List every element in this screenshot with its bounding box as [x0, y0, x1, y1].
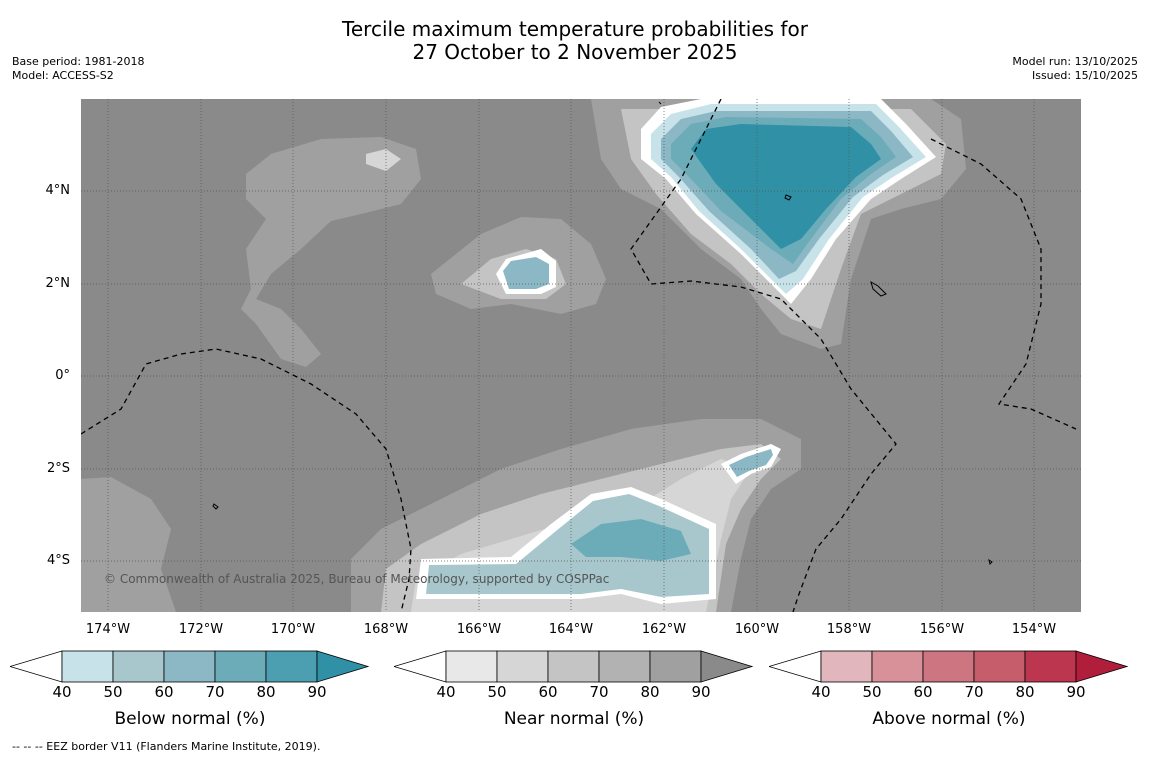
colorbar-below-normal — [8, 650, 370, 740]
lat-label-4n: 4°N — [45, 183, 71, 198]
lon-label-174w: 174°W — [85, 622, 131, 637]
colorbar-below-normal-lower-arrow — [8, 650, 63, 683]
cb2-tick-40: 40 — [436, 683, 456, 701]
colorbar-above-normal-lower-arrow — [767, 650, 822, 683]
contour-bn-2s — [729, 449, 773, 477]
colorbar-below-normal-swatch — [214, 650, 267, 683]
colorbar-below-normal-swatch — [61, 650, 114, 683]
islands — [212, 101, 993, 565]
lon-label-168w: 168°W — [363, 622, 409, 637]
cb2-tick-70: 70 — [589, 683, 609, 701]
cb2-tick-90: 90 — [691, 683, 711, 701]
cb2-tick-60: 60 — [538, 683, 558, 701]
colorbar-near-normal-upper-arrow — [700, 650, 754, 683]
cb1-tick-90: 90 — [307, 683, 327, 701]
cb3-tick-60: 60 — [913, 683, 933, 701]
colorbar-near-normal — [392, 650, 754, 740]
colorbar-near-normal-swatch — [598, 650, 651, 683]
contour-bn-south-70 — [571, 519, 691, 561]
colorbar-near-normal-swatches — [392, 650, 754, 683]
probability-map — [80, 98, 1081, 613]
cb1-tick-60: 60 — [154, 683, 174, 701]
colorbar-above-normal — [767, 650, 1129, 740]
colorbar-above-normal-swatch — [820, 650, 873, 683]
contour-north-blob — [241, 137, 421, 367]
contour-bn-2n — [503, 257, 549, 289]
model-run-text: Model run: 13/10/2025 — [1012, 55, 1138, 68]
colorbar-near-normal-swatch — [496, 650, 549, 683]
lon-label-158w: 158°W — [826, 622, 872, 637]
base-period-text: Base period: 1981-2018 — [12, 55, 145, 68]
cb3-tick-90: 90 — [1066, 683, 1086, 701]
colorbar-above-normal-swatch — [973, 650, 1026, 683]
cb2-tick-80: 80 — [640, 683, 660, 701]
run-info: Model run: 13/10/2025 Issued: 15/10/2025 — [1012, 55, 1138, 83]
base-info: Base period: 1981-2018 Model: ACCESS-S2 — [12, 55, 144, 83]
cb3-tick-40: 40 — [811, 683, 831, 701]
cb1-tick-50: 50 — [103, 683, 123, 701]
contour-bn-ne-90 — [691, 124, 881, 249]
colorbar-near-normal-swatch — [547, 650, 600, 683]
lon-label-172w: 172°W — [178, 622, 224, 637]
issued-text: Issued: 15/10/2025 — [1031, 69, 1138, 82]
map-title: Tercile maximum temperature probabilitie… — [0, 18, 1150, 64]
lon-label-160w: 160°W — [734, 622, 780, 637]
cb3-tick-70: 70 — [964, 683, 984, 701]
cb3-tick-50: 50 — [862, 683, 882, 701]
cb1-tick-70: 70 — [205, 683, 225, 701]
contour-north-core — [366, 149, 401, 171]
eez-footnote: -- -- -- EEZ border V11 (Flanders Marine… — [12, 740, 321, 753]
colorbar-above-normal-label: Above normal (%) — [872, 709, 1026, 729]
lat-label-0: 0° — [55, 368, 70, 383]
cb3-tick-80: 80 — [1015, 683, 1035, 701]
colorbar-above-normal-swatch — [922, 650, 975, 683]
lat-label-2n: 2°N — [45, 276, 71, 291]
lon-label-154w: 154°W — [1011, 622, 1057, 637]
colorbar-above-normal-swatch — [871, 650, 924, 683]
colorbar-below-normal-swatch — [112, 650, 165, 683]
contour-west — [81, 477, 176, 612]
lon-label-170w: 170°W — [270, 622, 316, 637]
colorbar-below-normal-swatch — [163, 650, 216, 683]
lon-label-164w: 164°W — [548, 622, 594, 637]
colorbar-near-normal-label: Near normal (%) — [503, 709, 645, 729]
lon-label-162w: 162°W — [641, 622, 687, 637]
copyright-text: © Commonwealth of Australia 2025, Bureau… — [104, 572, 610, 586]
colorbar-above-normal-swatches — [767, 650, 1129, 683]
colorbar-near-normal-lower-arrow — [392, 650, 447, 683]
colorbar-below-normal-swatch — [265, 650, 318, 683]
colorbar-above-normal-upper-arrow — [1075, 650, 1129, 683]
title-line-1: Tercile maximum temperature probabilitie… — [342, 17, 808, 41]
title-line-2: 27 October to 2 November 2025 — [412, 40, 738, 64]
cb2-tick-50: 50 — [487, 683, 507, 701]
colorbar-near-normal-swatch — [445, 650, 498, 683]
cb1-tick-40: 40 — [52, 683, 72, 701]
lat-label-2s: 2°S — [46, 461, 70, 476]
colorbar-above-normal-swatch — [1024, 650, 1077, 683]
map-canvas — [80, 98, 1081, 613]
model-text: Model: ACCESS-S2 — [12, 69, 114, 82]
lon-label-156w: 156°W — [919, 622, 965, 637]
lon-label-166w: 166°W — [456, 622, 502, 637]
colorbar-below-normal-label: Below normal (%) — [114, 709, 266, 729]
colorbar-below-normal-upper-arrow — [316, 650, 370, 683]
eez-borders — [80, 98, 1077, 613]
colorbar-near-normal-swatch — [649, 650, 702, 683]
colorbar-below-normal-swatches — [8, 650, 370, 683]
cb1-tick-80: 80 — [256, 683, 276, 701]
lat-label-4s: 4°S — [46, 553, 70, 568]
